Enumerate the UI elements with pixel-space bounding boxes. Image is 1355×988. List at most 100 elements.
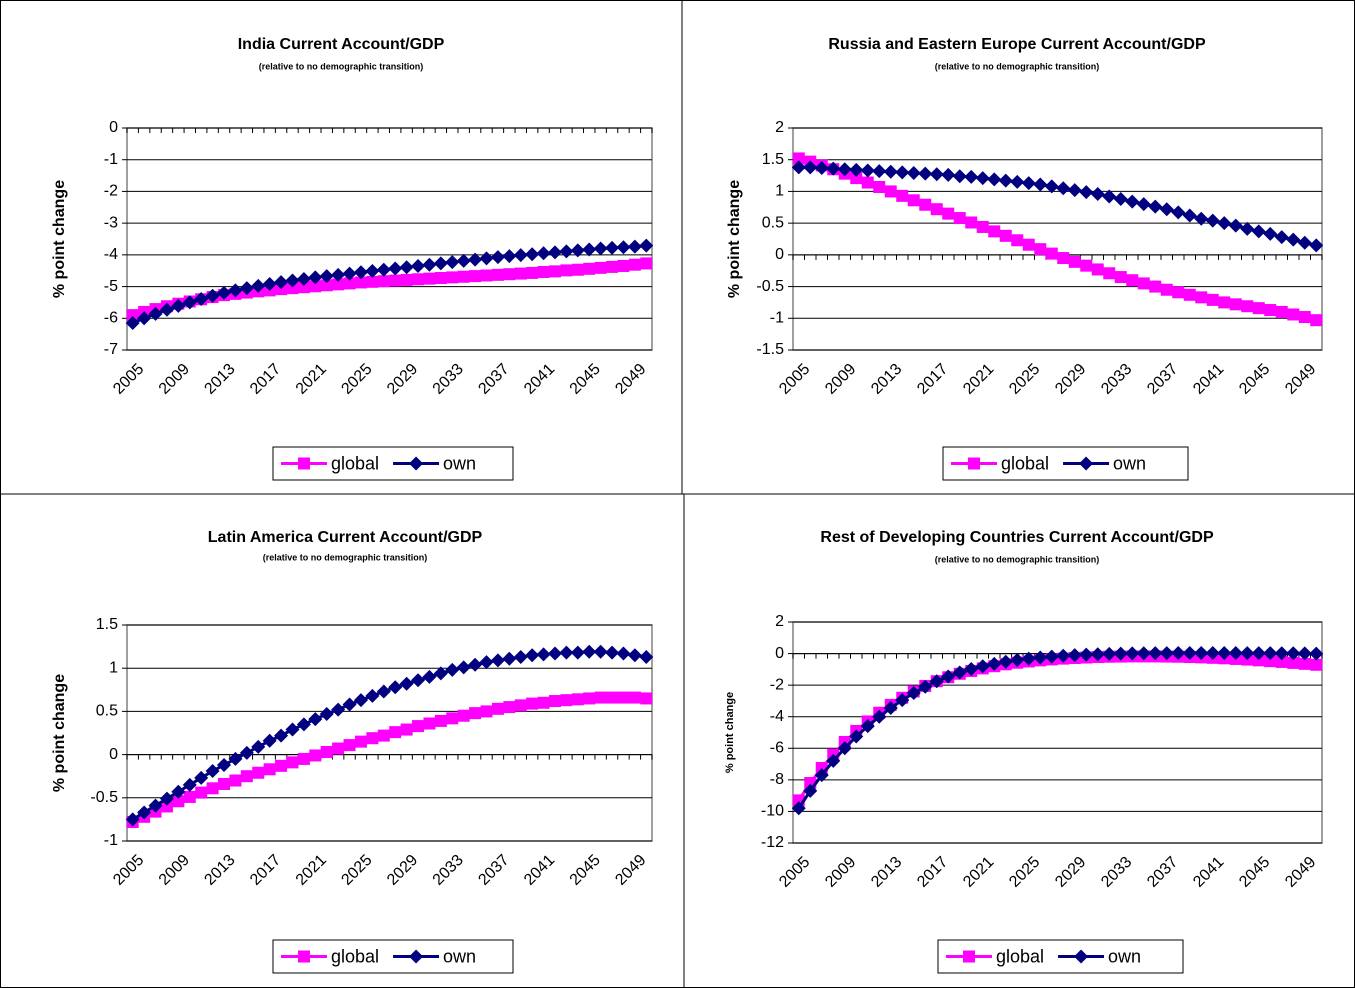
data-point: [503, 268, 516, 281]
data-point: [1274, 230, 1289, 245]
data-point: [883, 164, 898, 179]
data-point: [194, 291, 209, 306]
y-axis-label: % point change: [726, 180, 743, 298]
chart-subtitle: (relative to no demographic transition): [263, 552, 428, 562]
legend-marker: [298, 457, 310, 470]
data-point: [1090, 186, 1105, 201]
data-point: [433, 666, 448, 681]
data-point: [791, 801, 806, 816]
data-point: [628, 258, 641, 271]
data-point: [195, 786, 208, 799]
data-point: [918, 679, 933, 694]
data-point: [1217, 645, 1232, 660]
y-tick-label: 1: [109, 659, 118, 676]
data-point: [1275, 305, 1288, 318]
data-point: [1159, 646, 1174, 661]
data-point: [872, 164, 887, 179]
data-point: [342, 266, 357, 281]
data-point: [872, 709, 887, 724]
data-point: [952, 665, 967, 680]
data-point: [468, 252, 483, 267]
data-point: [1309, 238, 1324, 253]
data-point: [952, 169, 967, 184]
data-point: [319, 269, 334, 284]
data-point: [884, 185, 897, 198]
data-point: [907, 194, 920, 207]
data-point: [1033, 650, 1048, 665]
chart-title: Latin America Current Account/GDP: [208, 529, 483, 546]
data-point: [399, 676, 414, 691]
data-point: [560, 694, 573, 707]
y-tick-label: 0.5: [96, 703, 118, 720]
data-point: [331, 267, 346, 282]
data-point: [251, 739, 266, 754]
data-point: [389, 274, 402, 287]
data-point: [285, 273, 300, 288]
data-point: [171, 298, 186, 313]
data-point: [309, 280, 322, 293]
y-axis-label: % point change: [51, 180, 68, 298]
data-point: [125, 316, 140, 331]
data-point: [263, 763, 276, 776]
legend-marker: [409, 456, 424, 471]
legend-marker: [409, 949, 424, 964]
data-point: [953, 212, 966, 225]
y-tick-label: -3: [104, 214, 118, 231]
data-point: [627, 239, 642, 254]
data-point: [218, 777, 231, 790]
data-point: [1310, 314, 1323, 327]
y-tick-label: -0.5: [90, 789, 118, 806]
chart-subtitle: (relative to no demographic transition): [935, 61, 1100, 71]
data-point: [883, 701, 898, 716]
data-point: [837, 162, 852, 177]
data-point: [445, 255, 460, 270]
data-point: [559, 244, 574, 259]
data-point: [1067, 648, 1082, 663]
data-point: [1229, 298, 1242, 311]
data-point: [975, 171, 990, 186]
data-point: [1149, 280, 1162, 293]
data-point: [1021, 176, 1036, 191]
data-point: [319, 706, 334, 721]
data-point: [627, 648, 642, 663]
data-point: [491, 702, 504, 715]
legend-label: own: [1108, 946, 1141, 966]
data-point: [1228, 645, 1243, 660]
data-point: [262, 277, 277, 292]
y-tick-label: -1: [104, 151, 118, 168]
y-tick-label: 0: [109, 746, 118, 763]
data-point: [308, 712, 323, 727]
data-point: [826, 753, 841, 768]
data-point: [137, 311, 152, 326]
data-point: [941, 669, 956, 684]
data-point: [343, 277, 356, 290]
data-point: [1171, 205, 1186, 220]
data-point: [1136, 646, 1151, 661]
legend-label: global: [331, 946, 379, 966]
data-point: [159, 302, 174, 317]
data-point: [606, 260, 619, 273]
data-point: [942, 207, 955, 220]
data-point: [353, 265, 368, 280]
legend-marker: [968, 457, 980, 470]
data-point: [1218, 296, 1231, 309]
data-point: [239, 745, 254, 760]
data-point: [606, 691, 619, 704]
data-point: [262, 733, 277, 748]
data-point: [1044, 179, 1059, 194]
data-point: [457, 709, 470, 722]
data-point: [400, 273, 413, 286]
data-point: [286, 282, 299, 295]
data-point: [1297, 235, 1312, 250]
data-point: [1183, 288, 1196, 301]
data-point: [286, 756, 299, 769]
data-point: [1240, 646, 1255, 661]
y-tick-label: -12: [761, 834, 784, 851]
data-point: [229, 774, 242, 787]
data-point: [1021, 651, 1036, 666]
data-point: [366, 732, 379, 745]
y-tick-label: 1.5: [762, 151, 784, 168]
chart-title: Rest of Developing Countries Current Acc…: [820, 529, 1214, 546]
data-point: [490, 250, 505, 265]
chart-subtitle: (relative to no demographic transition): [259, 61, 424, 71]
